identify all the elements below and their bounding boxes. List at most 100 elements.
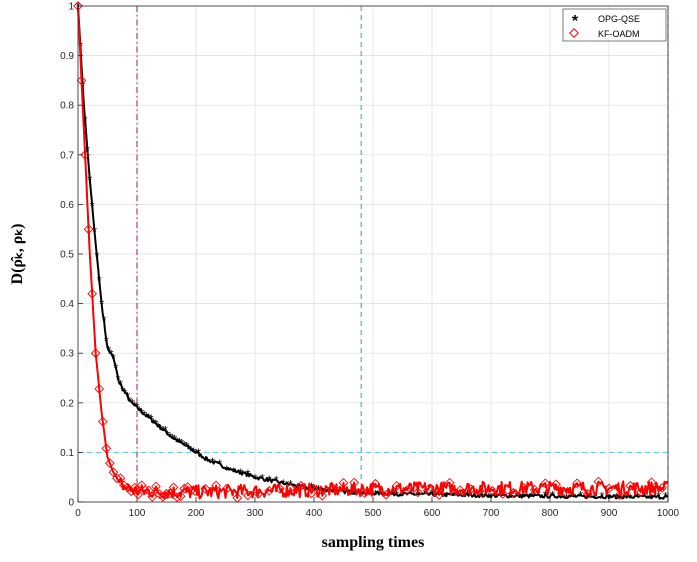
data-point: *	[521, 489, 526, 504]
data-point: *	[120, 384, 125, 399]
data-point	[90, 348, 101, 359]
data-point	[572, 478, 582, 489]
x-tick-label: 400	[306, 508, 323, 519]
data-point: *	[177, 435, 182, 450]
data-point	[423, 484, 434, 495]
data-point: *	[451, 488, 456, 503]
data-point: *	[564, 491, 569, 506]
data-point: *	[309, 480, 314, 495]
data-point: *	[458, 488, 463, 503]
series-layer: ****************************************…	[73, 0, 669, 506]
data-point: *	[210, 455, 215, 470]
data-point: *	[401, 486, 406, 501]
data-point	[179, 483, 190, 494]
y-tick-label: 0.7	[60, 150, 74, 161]
data-point	[253, 488, 264, 499]
data-point	[391, 481, 402, 491]
data-point	[158, 491, 168, 502]
y-tick-label: 0.5	[60, 250, 74, 261]
data-point	[338, 478, 349, 488]
data-point	[264, 485, 275, 496]
data-point: *	[175, 434, 180, 449]
data-point: *	[217, 456, 222, 471]
data-point: *	[500, 488, 505, 503]
x-tick-label: 100	[129, 508, 146, 519]
data-point: *	[182, 438, 187, 453]
y-tick-label: 0.9	[60, 51, 74, 62]
data-point	[101, 443, 112, 454]
data-point	[582, 489, 593, 499]
x-tick-label: 0	[75, 508, 81, 519]
data-point: *	[550, 488, 555, 503]
data-point: *	[186, 441, 191, 456]
data-point: *	[144, 409, 149, 424]
x-tick-label: 1000	[657, 508, 680, 519]
data-point	[476, 487, 487, 498]
data-point	[593, 476, 604, 487]
data-point	[105, 458, 115, 469]
data-point	[97, 416, 108, 427]
data-point: *	[196, 446, 201, 461]
data-point	[211, 480, 221, 491]
data-point: *	[592, 491, 597, 506]
data-point: *	[94, 249, 99, 264]
data-point: *	[179, 436, 184, 451]
data-point	[285, 483, 296, 494]
data-point: *	[142, 407, 147, 422]
data-point	[412, 487, 423, 498]
data-point	[551, 479, 561, 490]
data-point	[168, 482, 179, 493]
data-point: *	[123, 386, 128, 401]
y-axis-title: D(ρ̂ₖ, ρₖ)	[9, 224, 26, 285]
data-point: *	[170, 431, 175, 446]
data-point: *	[621, 491, 626, 506]
data-point: *	[165, 428, 170, 443]
data-point	[529, 484, 540, 495]
data-point: *	[408, 486, 413, 501]
data-point	[87, 288, 98, 299]
x-tick-label: 500	[365, 508, 382, 519]
data-point	[232, 493, 243, 503]
data-point: *	[323, 485, 328, 500]
data-point: *	[281, 477, 286, 492]
data-point: *	[203, 453, 208, 468]
data-point: *	[104, 333, 109, 348]
data-point	[444, 477, 455, 488]
data-point	[625, 480, 636, 491]
series-line	[77, 5, 669, 500]
data-point	[143, 485, 154, 496]
x-tick-label: 200	[188, 508, 205, 519]
data-point	[129, 482, 140, 493]
data-point: *	[231, 464, 236, 479]
data-point	[94, 384, 105, 394]
data-point: *	[113, 361, 118, 376]
data-point	[243, 490, 253, 501]
data-point: *	[101, 313, 106, 328]
data-point	[328, 483, 338, 493]
data-point	[466, 484, 476, 494]
legend-box	[562, 8, 667, 42]
data-point	[519, 483, 529, 493]
data-point: *	[83, 113, 88, 128]
x-tick-label: 600	[424, 508, 441, 519]
data-point: *	[578, 488, 583, 503]
data-point: *	[85, 143, 90, 158]
data-point	[497, 489, 508, 499]
data-point: *	[139, 405, 144, 420]
data-point	[402, 485, 413, 495]
data-point: *	[245, 466, 250, 481]
data-point	[508, 487, 519, 498]
data-point: *	[99, 297, 104, 312]
data-point: *	[90, 198, 95, 213]
data-point: *	[134, 399, 139, 414]
data-point: *	[465, 487, 470, 502]
data-point	[317, 490, 328, 501]
data-point: *	[163, 423, 168, 438]
data-point: *	[132, 399, 137, 414]
data-point: *	[97, 273, 102, 288]
data-point	[126, 486, 136, 497]
data-point	[108, 467, 119, 478]
y-tick-label: 0.4	[60, 299, 74, 310]
data-point	[182, 482, 193, 492]
